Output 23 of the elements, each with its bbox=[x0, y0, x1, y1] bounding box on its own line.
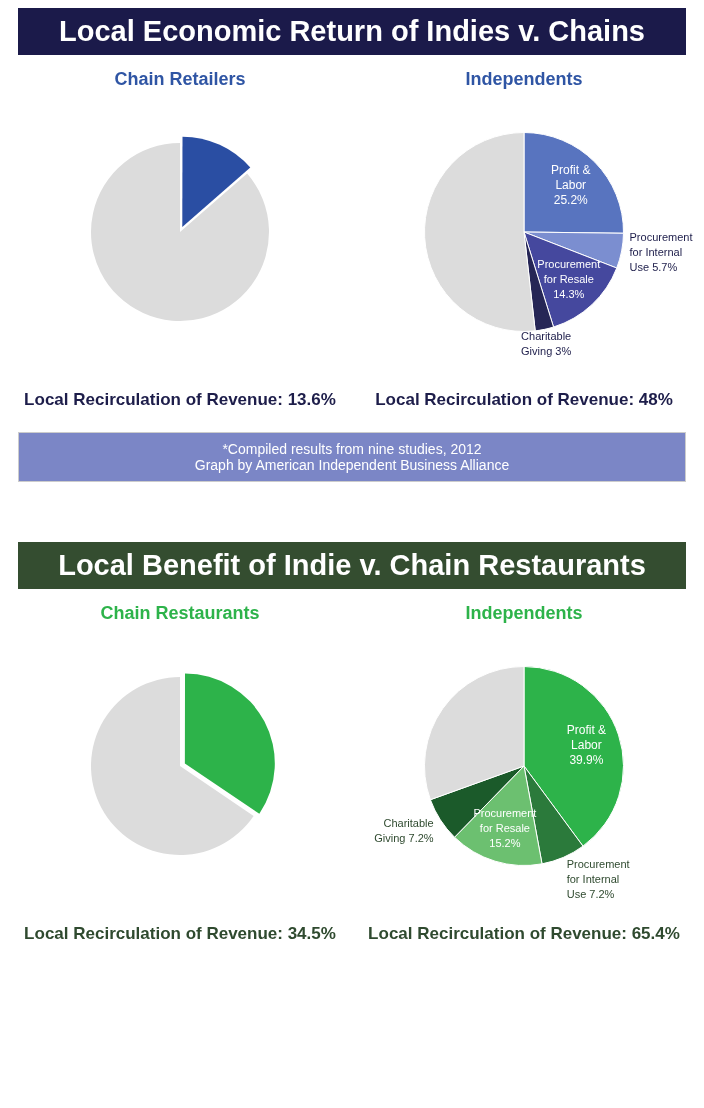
slice-label: Charitable Giving 3% bbox=[521, 330, 572, 358]
data-label: 39.9% bbox=[569, 752, 604, 767]
chart-title: Independents bbox=[464, 603, 584, 624]
slice-label: Profit & Labor bbox=[566, 722, 607, 752]
text: Local Recirculation of Revenue: 34.5% bbox=[23, 924, 337, 944]
slice-label: Procurement for Resale bbox=[537, 258, 601, 286]
slice-label: Procurement for Internal Use 5.7% bbox=[629, 230, 693, 273]
chart-title: Chain Restaurants bbox=[99, 603, 261, 624]
data-label: 15.2% bbox=[489, 836, 521, 849]
slice-label: Charitable Giving 7.2% bbox=[374, 817, 434, 845]
slice-label: Profit & Labor bbox=[551, 163, 591, 193]
text: *Compiled results from nine studies, 2012 bbox=[221, 441, 483, 457]
chart-title: Independents bbox=[464, 69, 584, 90]
data-label: 25.2% bbox=[553, 193, 589, 208]
chart-title: Chain Retailers bbox=[113, 69, 247, 90]
text: Local Recirculation of Revenue: 48% bbox=[374, 390, 674, 410]
data-label: 14.3% bbox=[553, 288, 585, 301]
text: Local Benefit of Indie v. Chain Restaurants bbox=[18, 542, 686, 589]
text: Local Recirculation of Revenue: 13.6% bbox=[23, 390, 337, 410]
text: Local Economic Return of Indies v. Chains bbox=[18, 8, 686, 55]
text: Local Recirculation of Revenue: 65.4% bbox=[367, 924, 681, 944]
text: Graph by American Independent Business Alliance bbox=[193, 457, 511, 473]
slice-label: Procurement for Internal Use 7.2% bbox=[566, 857, 630, 900]
